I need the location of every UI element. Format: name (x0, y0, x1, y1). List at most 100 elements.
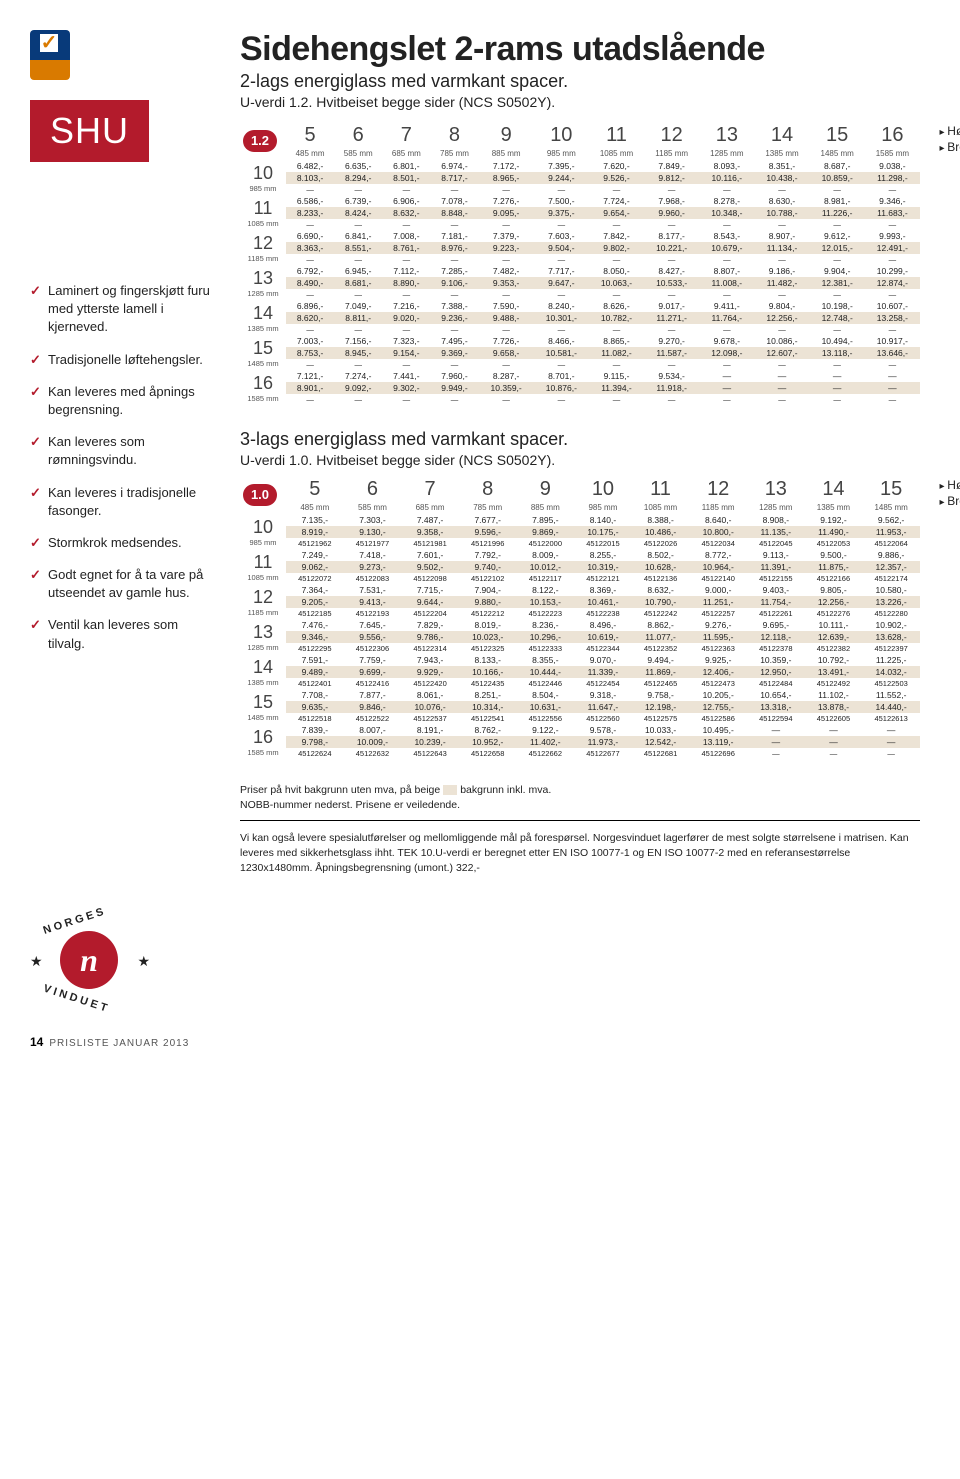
nobb-number: 45122624 (286, 748, 344, 759)
nobb-number: — (754, 219, 809, 230)
price-ex-vat: 6.974,- (430, 160, 478, 172)
nobb-number: — (382, 289, 430, 300)
price-ex-vat: 7.591,- (286, 654, 344, 666)
nobb-number: 45122378 (747, 643, 805, 654)
price-ex-vat: 7.877,- (344, 689, 402, 701)
nobb-number: — (430, 289, 478, 300)
price-ex-vat: 10.792,- (805, 654, 863, 666)
col-header: 12 (689, 478, 747, 501)
price-inc-vat: 11.271,- (644, 312, 699, 324)
price-note: Priser på hvit bakgrunn uten mva, på bei… (240, 783, 920, 812)
nobb-number: — (382, 324, 430, 335)
price-inc-vat: 11.764,- (699, 312, 754, 324)
price-ex-vat: 7.487,- (401, 514, 459, 526)
price-inc-vat: 9.095,- (479, 207, 534, 219)
price-ex-vat: 9.925,- (689, 654, 747, 666)
row-header: 131285 mm (240, 619, 286, 654)
price-inc-vat: 11.490,- (805, 526, 863, 538)
price-ex-vat: 8.050,- (589, 265, 644, 277)
price-table-10: 1.056789101112131415485 mm585 mm685 mm78… (240, 478, 920, 759)
nobb-number: 45122204 (401, 608, 459, 619)
nobb-number: — (644, 394, 699, 405)
price-ex-vat: 7.441,- (382, 370, 430, 382)
col-header: 9 (479, 124, 534, 147)
price-inc-vat: 9.236,- (430, 312, 478, 324)
nobb-number: 45122681 (632, 748, 690, 759)
col-header: 8 (430, 124, 478, 147)
price-inc-vat: 10.790,- (632, 596, 690, 608)
nobb-number: — (286, 359, 334, 370)
price-inc-vat: 9.154,- (382, 347, 430, 359)
nobb-number: — (865, 289, 920, 300)
feature-item: Tradisjonelle løftehengsler. (30, 351, 210, 369)
col-mm: 985 mm (534, 147, 589, 160)
nobb-number: 45122015 (574, 538, 632, 549)
price-inc-vat: 12.874,- (865, 277, 920, 289)
price-ex-vat: 9.804,- (754, 300, 809, 312)
nobb-number: — (430, 359, 478, 370)
nobb-number: — (286, 184, 334, 195)
nobb-number: 45122136 (632, 573, 690, 584)
row-header: 131285 mm (240, 265, 286, 300)
nobb-number: — (865, 324, 920, 335)
nobb-number: — (754, 254, 809, 265)
price-ex-vat: 9.186,- (754, 265, 809, 277)
page-title: Sidehengslet 2-rams utadslående (240, 30, 920, 69)
price-inc-vat: 13.119,- (689, 736, 747, 748)
nobb-number: 45122098 (401, 573, 459, 584)
col-mm: 1185 mm (644, 147, 699, 160)
price-inc-vat: 10.581,- (534, 347, 589, 359)
nobb-number: 45122420 (401, 678, 459, 689)
price-ex-vat: 8.177,- (644, 230, 699, 242)
nobb-number: 45122643 (401, 748, 459, 759)
col-header: 14 (805, 478, 863, 501)
price-inc-vat: 10.076,- (401, 701, 459, 713)
price-ex-vat: 9.886,- (862, 549, 920, 561)
nobb-number: 45121996 (459, 538, 517, 549)
nobb-number: — (865, 254, 920, 265)
nobb-number: — (644, 359, 699, 370)
nobb-number: — (479, 254, 534, 265)
price-ex-vat: 6.906,- (382, 195, 430, 207)
nobb-number: 45122492 (805, 678, 863, 689)
price-ex-vat: 6.792,- (286, 265, 334, 277)
col-mm: 1285 mm (747, 501, 805, 514)
price-ex-vat: 9.038,- (865, 160, 920, 172)
price-inc-vat: 8.901,- (286, 382, 334, 394)
price-inc-vat: 12.755,- (689, 701, 747, 713)
price-inc-vat: 13.258,- (865, 312, 920, 324)
nobb-number: 45122276 (805, 608, 863, 619)
price-inc-vat: 13.491,- (805, 666, 863, 678)
feature-item: Stormkrok medsendes. (30, 534, 210, 552)
price-inc-vat: 8.717,- (430, 172, 478, 184)
price-ex-vat: — (810, 370, 865, 382)
col-header: 13 (747, 478, 805, 501)
nobb-number: 45122155 (747, 573, 805, 584)
price-inc-vat: 10.314,- (459, 701, 517, 713)
col-mm: 585 mm (334, 147, 382, 160)
price-ex-vat: 7.842,- (589, 230, 644, 242)
price-inc-vat: 12.118,- (747, 631, 805, 643)
price-ex-vat: 8.191,- (401, 724, 459, 736)
price-inc-vat: 10.319,- (574, 561, 632, 573)
nobb-number: 45122174 (862, 573, 920, 584)
price-ex-vat: 8.496,- (574, 619, 632, 631)
nobb-number: — (334, 394, 382, 405)
price-ex-vat: — (865, 370, 920, 382)
price-inc-vat: 13.646,- (865, 347, 920, 359)
price-inc-vat: 9.106,- (430, 277, 478, 289)
price-inc-vat: 8.363,- (286, 242, 334, 254)
nobb-number: — (534, 359, 589, 370)
price-inc-vat: 11.008,- (699, 277, 754, 289)
price-ex-vat: 7.620,- (589, 160, 644, 172)
price-ex-vat: 9.695,- (747, 619, 805, 631)
nobb-number: 45122454 (574, 678, 632, 689)
price-inc-vat: 9.504,- (534, 242, 589, 254)
price-ex-vat: 7.726,- (479, 335, 534, 347)
price-ex-vat: 7.364,- (286, 584, 344, 596)
price-table-12: 1.25678910111213141516485 mm585 mm685 mm… (240, 124, 920, 405)
uvalue-badge: 1.2 (243, 130, 277, 152)
beige-swatch-icon (443, 785, 457, 795)
nobb-number: — (334, 324, 382, 335)
price-ex-vat: 10.494,- (810, 335, 865, 347)
